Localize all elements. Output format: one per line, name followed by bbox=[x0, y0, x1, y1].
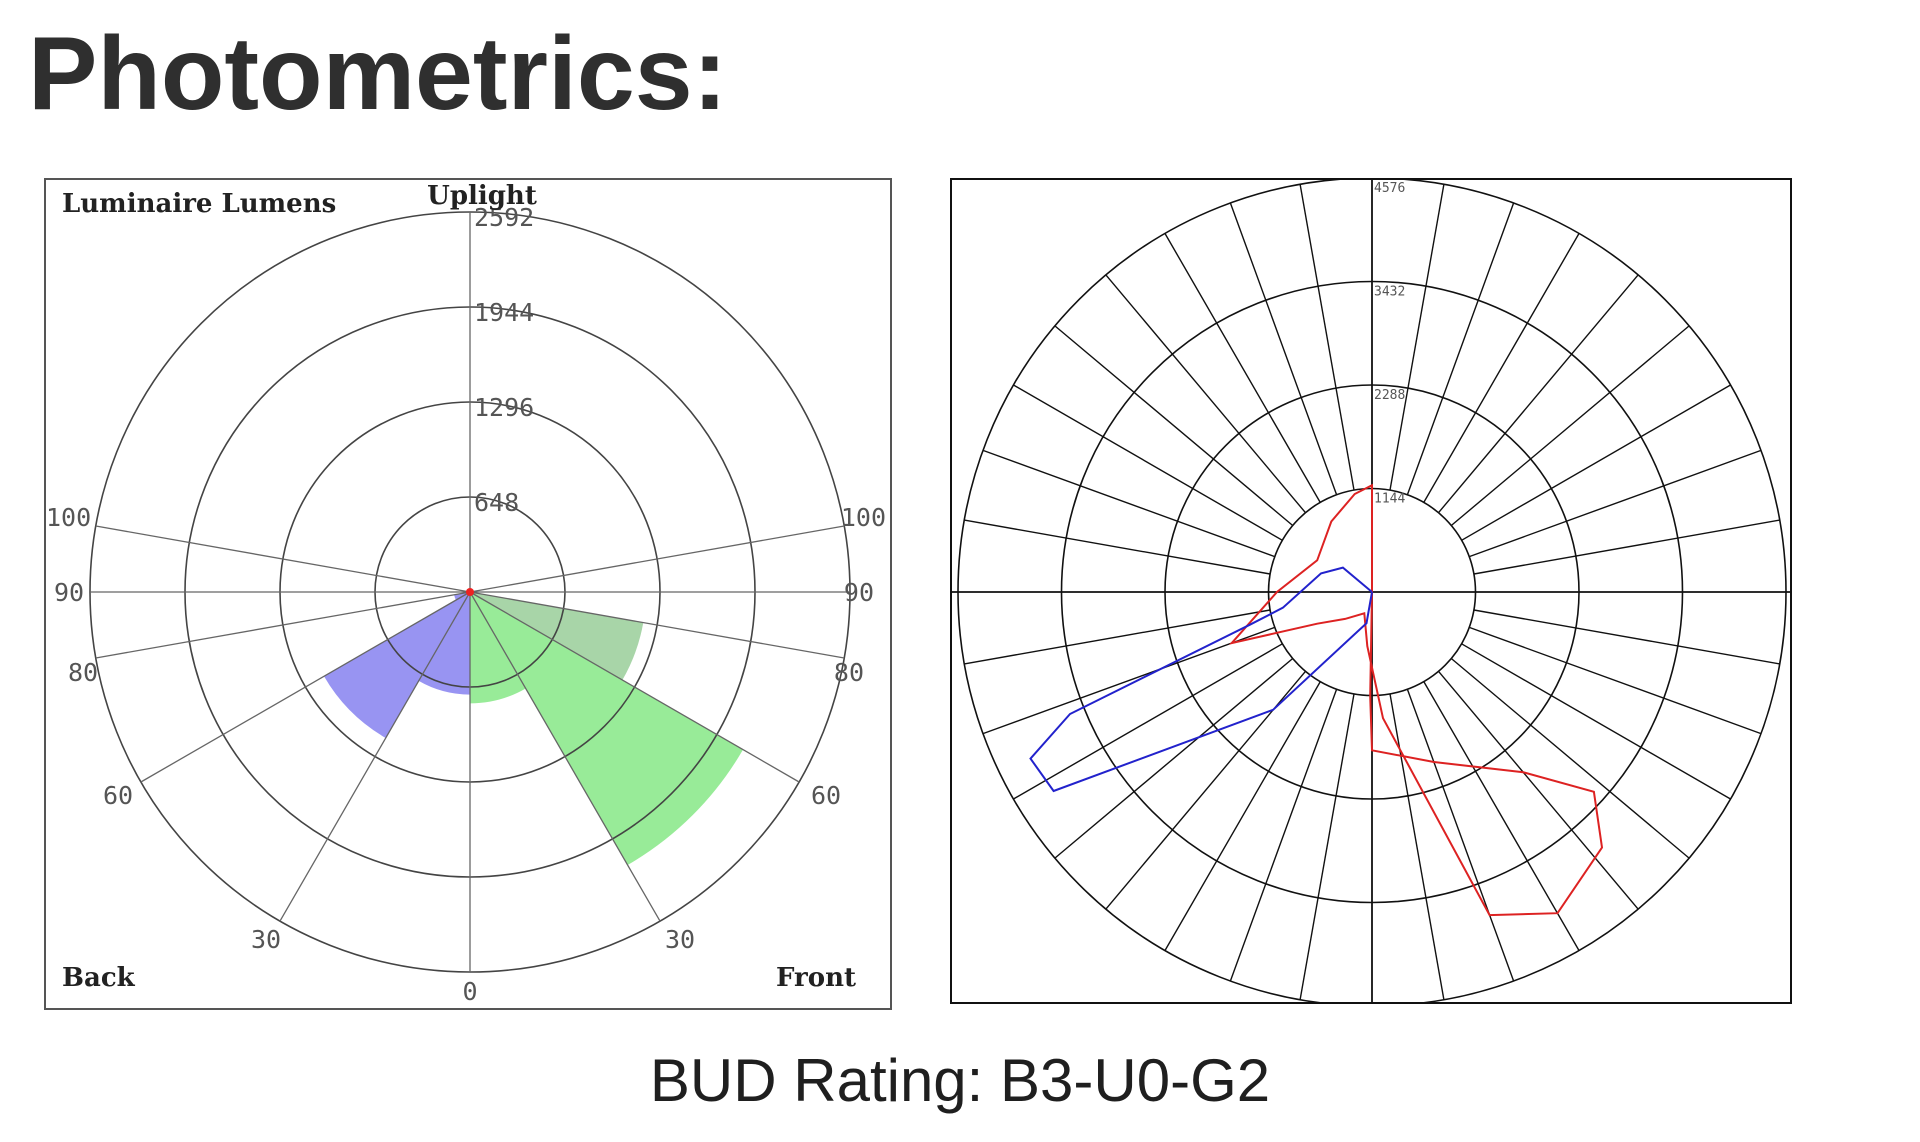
spoke-250 bbox=[982, 626, 1275, 735]
bud-rating: BUD Rating: B3-U0-G2 bbox=[649, 1047, 1271, 1114]
spoke-190 bbox=[1299, 693, 1355, 1000]
spoke-10 bbox=[1389, 184, 1445, 491]
uplight-label: Uplight bbox=[427, 181, 537, 211]
candela-distribution-plot: 1144 2288 3432 4576 bbox=[952, 180, 1792, 1004]
spoke-front-60 bbox=[469, 591, 800, 783]
spoke-130 bbox=[1450, 657, 1690, 859]
angle-tick-label: 60 bbox=[103, 781, 133, 810]
spoke-240 bbox=[1013, 643, 1283, 800]
angle-tick-label: 30 bbox=[251, 925, 281, 954]
spoke-60 bbox=[1461, 384, 1731, 541]
candela-distribution-chart: 1144 2288 3432 4576 bbox=[950, 178, 1792, 1004]
zone-FL bbox=[470, 592, 526, 704]
spoke-70 bbox=[1469, 449, 1762, 558]
spoke-20 bbox=[1406, 202, 1515, 495]
spoke-210 bbox=[1164, 681, 1321, 951]
spoke-140 bbox=[1437, 670, 1639, 910]
spoke-120 bbox=[1461, 643, 1731, 800]
angle-tick-label: 80 bbox=[834, 658, 864, 687]
spoke-100 bbox=[1473, 609, 1780, 665]
origin-dot bbox=[466, 588, 474, 596]
spoke-front-100 bbox=[469, 525, 845, 593]
radial-tick-label: 3432 bbox=[1374, 285, 1405, 300]
radial-tick-label: 4576 bbox=[1374, 181, 1405, 196]
spoke-50 bbox=[1450, 325, 1690, 527]
spoke-110 bbox=[1469, 626, 1762, 735]
radial-tick-label: 1296 bbox=[474, 393, 534, 422]
spoke-330 bbox=[1164, 233, 1321, 503]
luminaire-lumens-chart: 648 1296 1944 2592 0 30 30 60 60 80 80 90 90 100 100 Lu… bbox=[44, 178, 892, 1010]
spoke-310 bbox=[1054, 325, 1294, 527]
spoke-320 bbox=[1105, 274, 1307, 514]
radial-tick-label: 1944 bbox=[474, 298, 534, 327]
angle-tick-label: 60 bbox=[811, 781, 841, 810]
spoke-280 bbox=[964, 519, 1271, 575]
spoke-40 bbox=[1437, 274, 1639, 514]
radial-tick-label: 1144 bbox=[1374, 492, 1405, 507]
angle-tick-label: 90 bbox=[54, 578, 84, 607]
zone-BM bbox=[324, 592, 470, 738]
back-label: Back bbox=[62, 963, 136, 993]
radial-tick-label: 2288 bbox=[1374, 388, 1405, 403]
spoke-340 bbox=[1229, 202, 1338, 495]
spoke-230 bbox=[1054, 657, 1294, 859]
angle-tick-label: 0 bbox=[462, 977, 477, 1006]
zone-BL bbox=[418, 592, 470, 695]
chart-title: Luminaire Lumens bbox=[62, 189, 336, 219]
angle-tick-label: 90 bbox=[844, 578, 874, 607]
zone-FM bbox=[470, 592, 743, 865]
spoke-front-30 bbox=[469, 591, 661, 922]
spoke-300 bbox=[1013, 384, 1283, 541]
spoke-150 bbox=[1423, 681, 1580, 951]
angle-tick-label: 100 bbox=[46, 503, 91, 532]
spoke-back-100 bbox=[95, 525, 471, 593]
spoke-350 bbox=[1299, 184, 1355, 491]
series-curve-1 bbox=[1029, 566, 1373, 793]
zone-FH bbox=[470, 592, 644, 680]
page-title: Photometrics: bbox=[28, 16, 728, 132]
spoke-80 bbox=[1473, 519, 1780, 575]
radial-tick-label: 648 bbox=[474, 488, 519, 517]
angle-tick-label: 30 bbox=[665, 925, 695, 954]
angle-tick-label: 100 bbox=[841, 503, 886, 532]
spoke-290 bbox=[982, 449, 1275, 558]
spoke-170 bbox=[1389, 693, 1445, 1000]
front-label: Front bbox=[776, 963, 856, 993]
radial-tick-label: 2592 bbox=[474, 203, 534, 232]
series-curve-0 bbox=[1228, 483, 1604, 917]
spoke-260 bbox=[964, 609, 1271, 665]
spoke-back-80 bbox=[95, 591, 471, 659]
angle-tick-label: 80 bbox=[68, 658, 98, 687]
spoke-back-60 bbox=[140, 591, 471, 783]
spoke-160 bbox=[1406, 689, 1515, 982]
spoke-30 bbox=[1423, 233, 1580, 503]
spoke-200 bbox=[1229, 689, 1338, 982]
spoke-back-30 bbox=[279, 591, 471, 922]
luminaire-lumens-plot: 648 1296 1944 2592 0 30 30 60 60 80 80 90 90 100 100 Lu… bbox=[46, 181, 886, 1006]
spoke-front-80 bbox=[469, 591, 845, 659]
